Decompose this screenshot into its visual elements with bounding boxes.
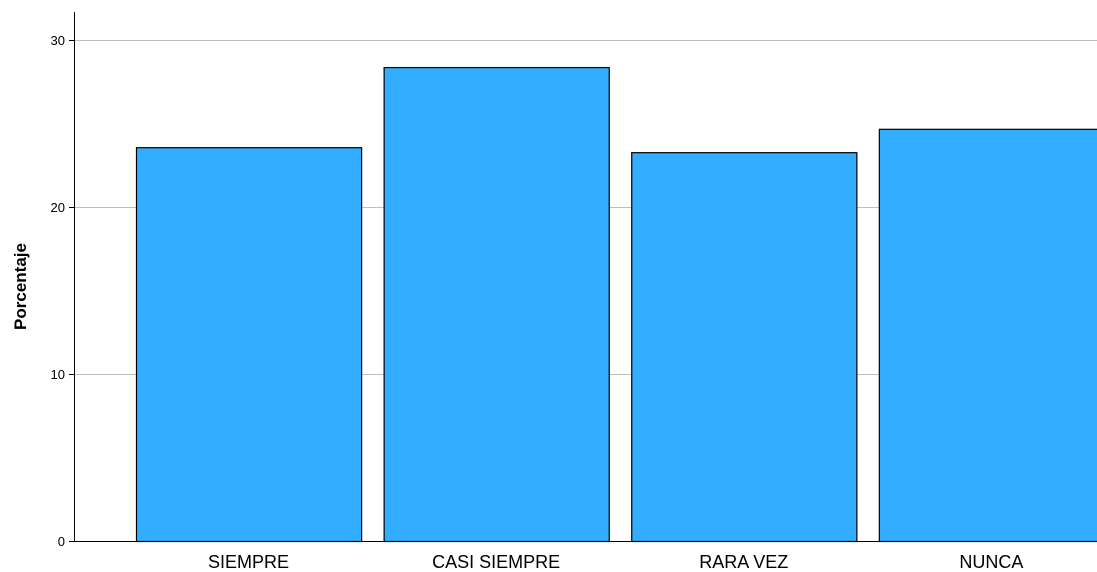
- bar-nunca: [878, 128, 1097, 543]
- y-tick-labels: 0 10 20 30: [51, 33, 74, 549]
- x-category-labels: SIEMPRE CASI SIEMPRE RARA VEZ NUNCA: [208, 552, 1023, 572]
- bar-siempre: [135, 147, 363, 543]
- x-category-label: RARA VEZ: [699, 552, 788, 572]
- bar-rara-vez: [631, 152, 858, 543]
- axes: [74, 12, 1097, 542]
- y-tick-label: 0: [58, 534, 65, 549]
- y-axis-title: Porcentaje: [11, 243, 30, 330]
- bar-casi-siempre: [383, 66, 610, 543]
- x-category-label: SIEMPRE: [208, 552, 289, 572]
- x-category-label: CASI SIEMPRE: [432, 552, 560, 572]
- y-tick-label: 30: [51, 33, 65, 48]
- y-tick-label: 20: [51, 200, 65, 215]
- y-tick-label: 10: [51, 367, 65, 382]
- x-category-label: NUNCA: [959, 552, 1023, 572]
- bars: [135, 66, 1097, 543]
